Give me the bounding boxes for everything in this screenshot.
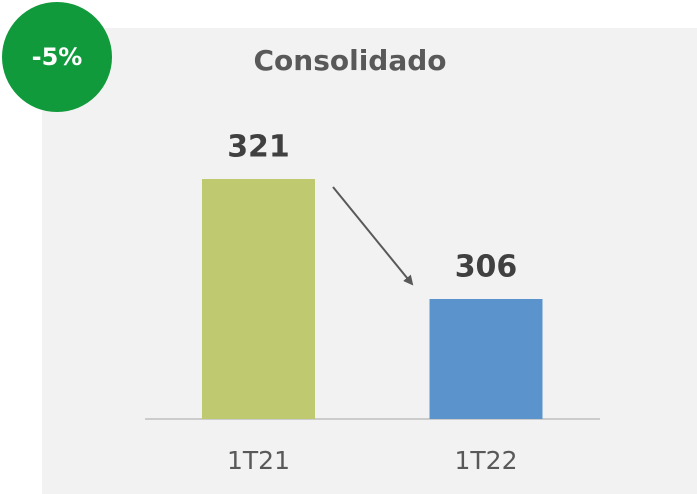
value-label: 321 xyxy=(227,130,290,165)
value-label: 306 xyxy=(455,250,518,285)
panel xyxy=(42,28,697,494)
x-tick-label: 1T22 xyxy=(455,446,518,475)
chart-title: Consolidado xyxy=(253,44,446,77)
arrow xyxy=(332,186,414,286)
badge-text: -5% xyxy=(32,43,83,71)
badge xyxy=(2,2,112,112)
x-tick-label: 1T21 xyxy=(227,446,290,475)
bar xyxy=(429,299,543,419)
bar xyxy=(202,179,315,419)
